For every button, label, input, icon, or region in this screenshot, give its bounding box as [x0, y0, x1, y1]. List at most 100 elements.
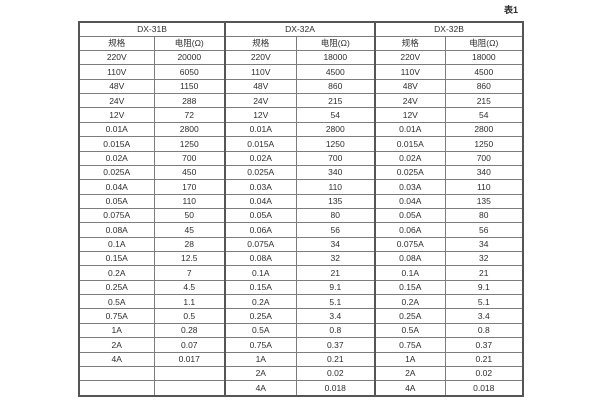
cell: 24V [78, 93, 155, 109]
resistance-spec-table: DX-31B DX-32A DX-32B 规格 电阻(Ω) 规格 电阻(Ω) 规… [78, 21, 525, 397]
group-title-dx-31b: DX-31B [78, 21, 227, 37]
cell: 21 [444, 265, 524, 281]
cell: 2A [78, 337, 155, 353]
cell: 56 [444, 222, 524, 238]
cell: 2800 [153, 121, 227, 138]
cell: 0.1A [374, 265, 446, 281]
cell: 48V [224, 78, 297, 95]
cell: 0.5A [224, 322, 297, 339]
cell: 0.04A [78, 179, 155, 195]
cell: 4500 [444, 64, 524, 80]
cell: 0.5 [153, 308, 227, 324]
cell: 0.5A [374, 322, 446, 339]
cell: 0.37 [295, 337, 377, 353]
table-row: 24V 288 24V 215 24V 215 [78, 93, 524, 109]
cell: 0.02A [78, 150, 155, 166]
table-row: 48V 1150 48V 860 48V 860 [78, 78, 524, 95]
cell [78, 365, 155, 382]
cell: 0.075A [78, 207, 155, 224]
cell: 1250 [444, 136, 524, 152]
cell: 860 [444, 78, 524, 95]
cell: 0.025A [78, 164, 155, 181]
cell: 288 [153, 93, 227, 109]
cell: 0.8 [444, 322, 524, 339]
table-body: 220V 20000 220V 18000 220V 18000 110V 6050 110V 4… [78, 49, 524, 397]
cell: 0.21 [295, 351, 377, 367]
cell: 0.03A [374, 179, 446, 195]
cell: 700 [444, 150, 524, 166]
table-row: 0.1A 28 0.075A 34 0.075A 34 [78, 236, 524, 253]
cell: 0.05A [224, 207, 297, 224]
cell: 0.1A [224, 265, 297, 281]
cell: 110V [224, 64, 297, 80]
table-row: 2A 0.07 0.75A 0.37 0.75A 0.37 [78, 337, 524, 353]
cell: 0.8 [295, 322, 377, 339]
cell: 860 [295, 78, 377, 95]
cell: 18000 [295, 49, 377, 66]
cell: 0.08A [78, 222, 155, 238]
cell: 0.018 [444, 380, 524, 397]
cell: 34 [295, 236, 377, 253]
table-row: 0.01A 2800 0.01A 2800 0.01A 2800 [78, 121, 524, 138]
cell: 0.02A [374, 150, 446, 166]
cell: 4A [374, 380, 446, 397]
cell: 135 [444, 193, 524, 209]
cell: 700 [153, 150, 227, 166]
cell: 110 [153, 193, 227, 209]
cell: 2A [374, 365, 446, 382]
cell: 0.75A [224, 337, 297, 353]
table-row: 0.02A 700 0.02A 700 0.02A 700 [78, 150, 524, 166]
cell: 54 [295, 107, 377, 123]
cell [153, 365, 227, 382]
cell: 110 [295, 179, 377, 195]
cell: 1A [78, 322, 155, 339]
cell: 1A [374, 351, 446, 367]
cell: 0.025A [374, 164, 446, 181]
cell: 0.28 [153, 322, 227, 339]
cell: 0.25A [78, 279, 155, 296]
cell: 110 [444, 179, 524, 195]
table-row: 1A 0.28 0.5A 0.8 0.5A 0.8 [78, 322, 524, 339]
cell: 135 [295, 193, 377, 209]
table-row: 12V 72 12V 54 12V 54 [78, 107, 524, 123]
table-row: 2A 0.02 2A 0.02 [78, 365, 524, 382]
col-header-resistance-3: 电阻(Ω) [444, 36, 524, 51]
table-row: 0.15A 12.5 0.08A 32 0.08A 32 [78, 251, 524, 267]
cell: 24V [374, 93, 446, 109]
table-row: 4A 0.017 1A 0.21 1A 0.21 [78, 351, 524, 367]
cell: 18000 [444, 49, 524, 66]
cell: 0.2A [374, 294, 446, 310]
cell: 215 [295, 93, 377, 109]
cell: 9.1 [295, 279, 377, 296]
cell: 1A [224, 351, 297, 367]
cell: 0.75A [374, 337, 446, 353]
table-row: 0.025A 450 0.025A 340 0.025A 340 [78, 164, 524, 181]
cell: 340 [444, 164, 524, 181]
cell: 12V [78, 107, 155, 123]
cell: 1250 [153, 136, 227, 152]
cell: 80 [295, 207, 377, 224]
cell: 5.1 [444, 294, 524, 310]
table-row: 0.5A 1.1 0.2A 5.1 0.2A 5.1 [78, 294, 524, 310]
cell: 1.1 [153, 294, 227, 310]
cell: 72 [153, 107, 227, 123]
cell: 450 [153, 164, 227, 181]
cell: 1150 [153, 78, 227, 95]
cell: 3.4 [444, 308, 524, 324]
column-header-row: 规格 电阻(Ω) 规格 电阻(Ω) 规格 电阻(Ω) [78, 36, 524, 51]
cell: 700 [295, 150, 377, 166]
cell [78, 380, 155, 397]
cell: 48V [78, 78, 155, 95]
cell: 7 [153, 265, 227, 281]
cell: 28 [153, 236, 227, 253]
cell: 0.08A [224, 251, 297, 267]
cell: 6050 [153, 64, 227, 80]
cell: 12V [224, 107, 297, 123]
cell: 12.5 [153, 251, 227, 267]
cell [153, 380, 227, 397]
col-header-spec-2: 规格 [224, 36, 297, 51]
cell: 0.37 [444, 337, 524, 353]
cell: 1250 [295, 136, 377, 152]
table-row: 4A 0.018 4A 0.018 [78, 380, 524, 397]
